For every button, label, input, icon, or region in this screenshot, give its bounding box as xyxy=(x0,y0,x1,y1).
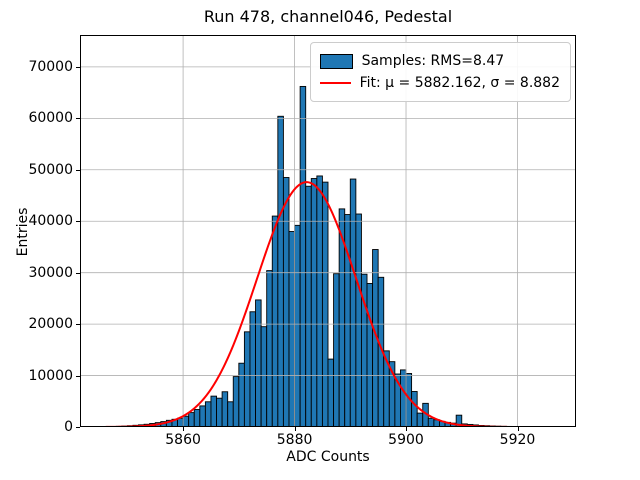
histogram-bar xyxy=(310,178,318,427)
x-axis-label: ADC Counts xyxy=(286,449,370,465)
histogram-bar xyxy=(305,185,312,427)
histogram-bar xyxy=(321,181,329,427)
y-tick-mark xyxy=(76,272,80,274)
x-tick-label: 5900 xyxy=(388,432,424,448)
samples-swatch-icon xyxy=(319,53,353,69)
legend-box: Samples: RMS=8.47 Fit: μ = 5882.162, σ =… xyxy=(309,42,571,102)
histogram-bar xyxy=(188,412,195,427)
histogram-bar xyxy=(221,391,229,427)
histogram-bar xyxy=(177,417,184,427)
histogram-bar xyxy=(204,401,212,427)
x-tick-mark xyxy=(183,427,185,431)
plot-area xyxy=(80,35,576,427)
legend-entry-fit: Fit: μ = 5882.162, σ = 8.882 xyxy=(319,72,560,94)
histogram-bar xyxy=(355,213,362,427)
histogram-bar xyxy=(193,409,201,427)
histogram-bar xyxy=(282,177,290,427)
x-tick-mark xyxy=(517,427,519,431)
histogram-bar xyxy=(271,215,279,427)
y-tick-label: 0 xyxy=(64,419,73,435)
fit-line-swatch-icon xyxy=(319,82,351,84)
y-tick-label: 10000 xyxy=(28,367,73,384)
y-tick-label: 20000 xyxy=(28,316,73,333)
y-tick-label: 30000 xyxy=(28,264,73,281)
histogram-bar xyxy=(416,412,424,427)
y-tick-mark xyxy=(76,169,80,171)
histogram-bar xyxy=(255,299,262,427)
histogram-bar xyxy=(238,362,245,427)
y-tick-label: 70000 xyxy=(28,58,73,75)
histogram-bar xyxy=(400,369,407,427)
y-tick-mark xyxy=(76,221,80,223)
x-tick-label: 5880 xyxy=(276,432,313,448)
fit-curve xyxy=(82,181,524,427)
histogram-bar xyxy=(411,391,418,427)
histogram-bar xyxy=(427,417,435,427)
histogram-bar xyxy=(294,224,301,427)
histogram-bar xyxy=(266,270,273,427)
histogram-bar xyxy=(288,231,296,427)
x-tick-label: 5920 xyxy=(499,432,536,448)
histogram-bar xyxy=(366,283,374,427)
legend-fit-label: Fit: μ = 5882.162, σ = 8.882 xyxy=(359,75,560,91)
histogram-bar xyxy=(327,358,335,427)
histogram-bar xyxy=(216,397,223,427)
histogram-bar xyxy=(260,326,268,427)
y-tick-mark xyxy=(76,427,80,428)
y-tick-label: 40000 xyxy=(28,213,73,230)
legend-entry-samples: Samples: RMS=8.47 xyxy=(319,50,560,72)
histogram-bar xyxy=(210,395,217,427)
y-tick-mark xyxy=(76,324,80,326)
x-tick-mark xyxy=(406,427,407,431)
histogram-bar xyxy=(277,115,284,427)
y-tick-mark xyxy=(76,118,80,120)
histogram-bar xyxy=(316,175,323,427)
histogram-bar xyxy=(349,178,357,427)
y-tick-label: 50000 xyxy=(28,161,73,178)
legend-samples-label: Samples: RMS=8.47 xyxy=(361,53,505,69)
x-tick-label: 5860 xyxy=(165,432,201,448)
histogram-bar xyxy=(232,376,240,427)
x-tick-mark xyxy=(294,427,296,431)
histogram-bar xyxy=(249,311,256,427)
y-tick-mark xyxy=(76,375,80,377)
histogram-bar xyxy=(455,414,463,427)
chart-canvas xyxy=(80,35,576,427)
plot-frame xyxy=(80,35,576,427)
histogram-bar xyxy=(182,415,190,427)
y-tick-label: 60000 xyxy=(28,110,73,127)
chart-title: Run 478, channel046, Pedestal xyxy=(203,7,453,26)
y-tick-mark xyxy=(76,66,80,68)
histogram-bar xyxy=(227,401,234,427)
histogram-bar xyxy=(333,273,340,427)
histogram-bar xyxy=(199,405,206,427)
histogram-bar xyxy=(243,331,251,427)
